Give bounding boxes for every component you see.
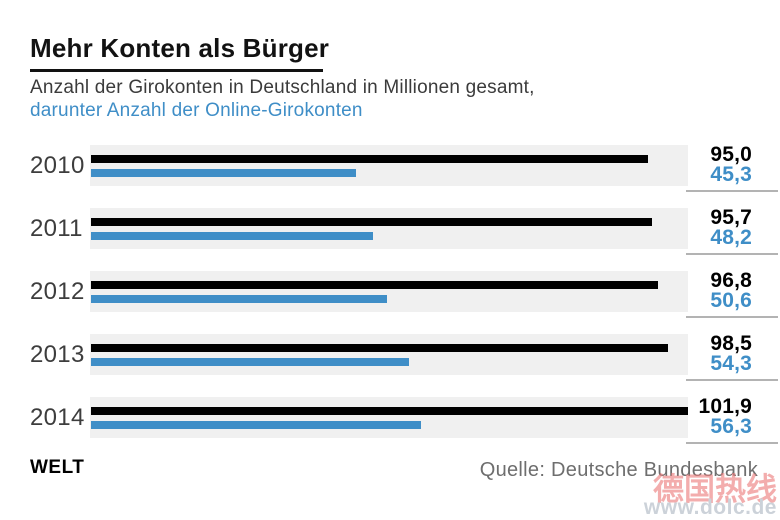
watermark-chinese: 德国热线 xyxy=(653,472,777,507)
chart-row: 2014 101,9 56,3 xyxy=(0,395,780,444)
online-value: 50,6 xyxy=(710,289,752,312)
value-underline xyxy=(686,190,778,192)
value-underline xyxy=(686,253,778,255)
bar-track xyxy=(90,208,688,249)
online-bar xyxy=(91,295,387,303)
year-label: 2012 xyxy=(30,277,85,305)
chart-row: 2013 98,5 54,3 xyxy=(0,332,780,381)
year-label: 2013 xyxy=(30,340,85,368)
value-labels: 98,5 54,3 xyxy=(688,332,752,375)
online-value: 45,3 xyxy=(710,163,752,186)
bar-chart: 2010 95,0 45,3 2011 95,7 48,2 2012 96,8 … xyxy=(0,143,780,460)
value-labels: 95,7 48,2 xyxy=(688,206,752,249)
value-labels: 101,9 56,3 xyxy=(688,395,752,438)
total-bar xyxy=(91,218,652,226)
value-labels: 96,8 50,6 xyxy=(688,269,752,312)
source-credit: Quelle: Deutsche Bundesbank xyxy=(479,459,758,481)
welt-logo: WELT xyxy=(30,457,85,478)
bar-track xyxy=(90,334,688,375)
total-value: 98,5 xyxy=(710,332,752,355)
total-value: 101,9 xyxy=(698,395,752,418)
chart-row: 2010 95,0 45,3 xyxy=(0,143,780,192)
bar-track xyxy=(90,145,688,186)
online-bar xyxy=(91,169,356,177)
value-underline xyxy=(686,316,778,318)
total-value: 96,8 xyxy=(710,269,752,292)
value-labels: 95,0 45,3 xyxy=(688,143,752,186)
page-title: Mehr Konten als Bürger xyxy=(30,33,330,63)
online-value: 56,3 xyxy=(710,415,752,438)
year-label: 2011 xyxy=(30,214,83,242)
total-bar xyxy=(91,281,658,289)
subtitle-online: darunter Anzahl der Online-Girokonten xyxy=(30,100,363,121)
title-underline xyxy=(30,69,323,72)
value-underline xyxy=(686,442,778,444)
chart-row: 2011 95,7 48,2 xyxy=(0,206,780,255)
total-bar xyxy=(91,344,668,352)
bar-track xyxy=(90,397,688,438)
year-label: 2010 xyxy=(30,151,85,179)
online-bar xyxy=(91,421,421,429)
year-label: 2014 xyxy=(30,403,85,431)
subtitle-total: Anzahl der Girokonten in Deutschland in … xyxy=(30,77,535,98)
online-value: 54,3 xyxy=(710,352,752,375)
value-underline xyxy=(686,379,778,381)
chart-row: 2012 96,8 50,6 xyxy=(0,269,780,318)
total-bar xyxy=(91,407,688,415)
total-value: 95,0 xyxy=(710,143,752,166)
total-bar xyxy=(91,155,648,163)
online-value: 48,2 xyxy=(710,226,752,249)
bar-track xyxy=(90,271,688,312)
total-value: 95,7 xyxy=(710,206,752,229)
watermark-url: www.dolc.de xyxy=(643,496,777,519)
online-bar xyxy=(91,232,373,240)
online-bar xyxy=(91,358,409,366)
